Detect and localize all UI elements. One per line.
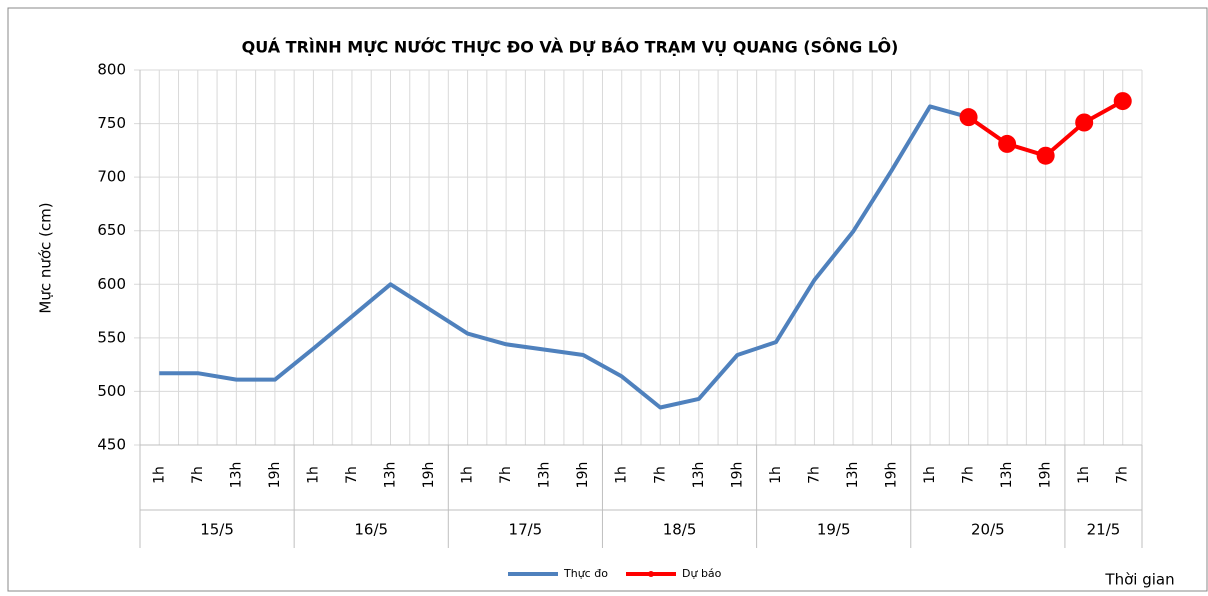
x-tick-label: 19h <box>575 462 591 489</box>
group-label: 18/5 <box>663 521 697 539</box>
y-tick-label: 750 <box>97 114 126 132</box>
x-tick-label: 13h <box>845 462 861 489</box>
x-axis-label: Thời gian <box>1104 571 1174 589</box>
marker <box>1075 113 1094 132</box>
group-label: 21/5 <box>1087 521 1121 539</box>
x-tick-label: 1h <box>922 466 938 484</box>
y-tick-label: 500 <box>97 382 126 400</box>
legend-label: Dự báo <box>682 567 722 580</box>
group-label: 20/5 <box>971 521 1005 539</box>
x-tick-label: 1h <box>768 466 784 484</box>
x-tick-label: 13h <box>537 462 553 489</box>
legend-label: Thực đo <box>563 567 608 580</box>
x-tick-label: 7h <box>961 466 977 484</box>
y-tick-label: 800 <box>97 61 126 79</box>
group-label: 15/5 <box>200 521 234 539</box>
x-tick-label: 7h <box>652 466 668 484</box>
frame <box>7 7 1208 592</box>
x-tick-label: 7h <box>498 466 514 484</box>
chart-title: QUÁ TRÌNH MỰC NƯỚC THỰC ĐO VÀ DỰ BÁO TRẠ… <box>242 38 899 57</box>
group-label: 19/5 <box>817 521 851 539</box>
x-tick-label: 13h <box>691 462 707 489</box>
x-tick-label: 19h <box>421 462 437 489</box>
y-tick-label: 700 <box>97 168 126 186</box>
x-tick-label: 7h <box>806 466 822 484</box>
series-line <box>159 104 970 410</box>
x-tick-label: 19h <box>1038 462 1054 489</box>
y-tick-label: 600 <box>97 275 126 293</box>
x-tick-label: 1h <box>1076 466 1092 484</box>
x-tick-label: 1h <box>151 466 167 484</box>
x-tick-label: 13h <box>383 462 399 489</box>
y-tick-label: 450 <box>97 436 126 454</box>
marker <box>959 108 978 127</box>
group-label: 17/5 <box>509 521 543 539</box>
x-tick-label: 1h <box>460 466 476 484</box>
group-label: 16/5 <box>354 521 388 539</box>
marker <box>1036 146 1055 165</box>
x-tick-label: 13h <box>999 462 1015 489</box>
y-tick-label: 550 <box>97 328 126 346</box>
marker <box>998 134 1017 153</box>
x-tick-label: 1h <box>305 466 321 484</box>
x-tick-label: 7h <box>344 466 360 484</box>
marker <box>1113 92 1132 111</box>
y-tick-label: 650 <box>97 221 126 239</box>
x-tick-label: 19h <box>267 462 283 489</box>
x-tick-label: 19h <box>729 462 745 489</box>
legend-marker <box>648 571 654 577</box>
x-tick-label: 7h <box>1115 466 1131 484</box>
x-tick-label: 7h <box>190 466 206 484</box>
x-tick-label: 1h <box>614 466 630 484</box>
y-axis-label: Mực nước (cm) <box>37 202 55 313</box>
x-tick-label: 13h <box>228 462 244 489</box>
x-tick-label: 19h <box>884 462 900 489</box>
